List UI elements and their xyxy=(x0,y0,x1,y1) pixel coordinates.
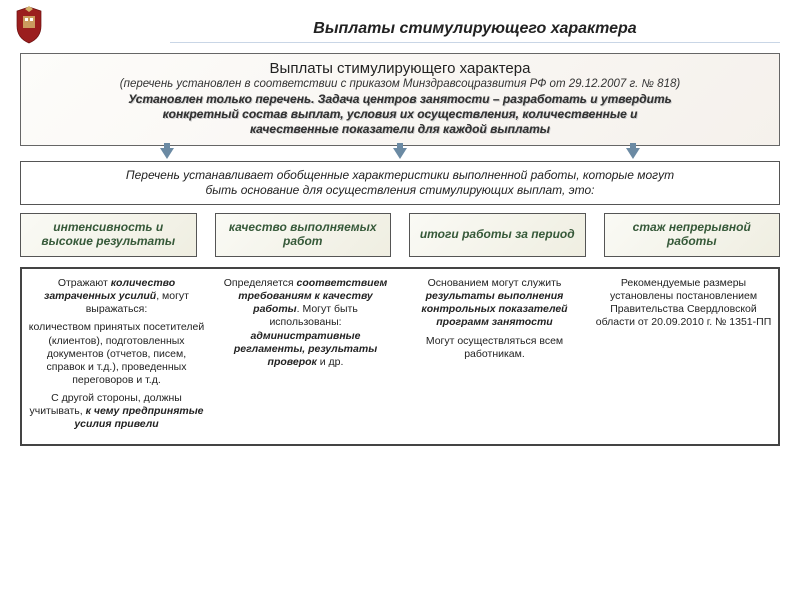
t: административные регламенты, результаты … xyxy=(234,330,377,368)
intro-bold: Установлен только перечень. Задача центр… xyxy=(43,92,757,137)
criteria-intro-box: Перечень устанавливает обобщенные характ… xyxy=(20,161,780,205)
intro-bold-l2: конкретный состав выплат, условия их осу… xyxy=(163,107,638,121)
category-results: итоги работы за период xyxy=(409,213,586,257)
intro-bold-l3: качественные показатели для каждой выпла… xyxy=(250,122,550,136)
desc-col-quality: Определяется соответствием требованиям к… xyxy=(211,269,400,444)
t: Основанием могут служить xyxy=(428,277,562,289)
title-row: Выплаты стимулирующего характера xyxy=(170,20,780,43)
t: Могут осуществляться всем работникам. xyxy=(406,335,583,361)
t: Отражают xyxy=(58,277,111,289)
t: Рекомендуемые размеры установлены постан… xyxy=(595,277,772,330)
intro-bold-l1: Установлен только перечень. Задача центр… xyxy=(128,92,672,106)
arrow-down-icon xyxy=(626,148,640,159)
t: к чему предпринятые усилия привели xyxy=(74,405,203,430)
arrow-down-icon xyxy=(393,148,407,159)
criteria-l1: Перечень устанавливает обобщенные характ… xyxy=(126,168,674,182)
category-quality: качество выполняемых работ xyxy=(215,213,392,257)
category-intensity: интенсивность и высокие результаты xyxy=(20,213,197,257)
description-box: Отражают количество затраченных усилий, … xyxy=(20,267,780,446)
page-title: Выплаты стимулирующего характера xyxy=(170,20,780,38)
criteria-l2: быть основание для осуществления стимули… xyxy=(206,183,595,197)
arrow-row-1 xyxy=(50,148,750,159)
arrow-down-icon xyxy=(160,148,174,159)
t: результаты выполнения контрольных показа… xyxy=(421,290,567,328)
intro-title: Выплаты стимулирующего характера xyxy=(43,60,757,77)
desc-col-tenure: Рекомендуемые размеры установлены постан… xyxy=(589,269,778,444)
coat-of-arms-logo xyxy=(14,6,44,44)
intro-box: Выплаты стимулирующего характера (перече… xyxy=(20,53,780,146)
t: количеством принятых посетителей (клиент… xyxy=(28,321,205,387)
desc-col-intensity: Отражают количество затраченных усилий, … xyxy=(22,269,211,444)
desc-col-results: Основанием могут служить результаты выпо… xyxy=(400,269,589,444)
t: и др. xyxy=(317,356,344,368)
category-tenure: стаж непрерывной работы xyxy=(604,213,781,257)
intro-subtitle: (перечень установлен в соответствии с пр… xyxy=(43,78,757,90)
category-row: интенсивность и высокие результаты качес… xyxy=(20,213,780,257)
t: Определяется xyxy=(224,277,297,289)
